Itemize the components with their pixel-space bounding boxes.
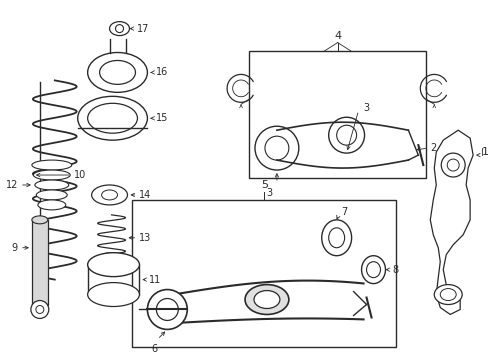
Ellipse shape (253, 291, 279, 309)
Text: 3: 3 (265, 188, 271, 198)
Ellipse shape (244, 285, 288, 315)
Ellipse shape (254, 126, 298, 170)
Text: 7: 7 (341, 207, 347, 217)
Circle shape (447, 159, 458, 171)
Text: 8: 8 (392, 265, 398, 275)
Ellipse shape (38, 200, 65, 210)
Text: 2: 2 (429, 143, 436, 153)
Ellipse shape (35, 180, 69, 190)
Circle shape (115, 24, 123, 33)
Ellipse shape (328, 117, 364, 153)
Ellipse shape (366, 262, 380, 278)
Circle shape (36, 306, 44, 314)
Ellipse shape (264, 136, 288, 160)
Ellipse shape (87, 283, 139, 306)
Text: 3: 3 (363, 103, 369, 113)
Text: 15: 15 (156, 113, 168, 123)
Circle shape (440, 153, 464, 177)
Text: 16: 16 (156, 67, 168, 77)
Ellipse shape (98, 253, 125, 267)
Ellipse shape (32, 160, 72, 170)
Text: 4: 4 (333, 31, 341, 41)
Text: 12: 12 (5, 180, 18, 190)
Circle shape (31, 301, 49, 319)
Ellipse shape (109, 22, 129, 36)
Ellipse shape (100, 60, 135, 84)
Ellipse shape (32, 216, 48, 224)
Text: 9: 9 (12, 243, 18, 253)
Ellipse shape (36, 190, 67, 200)
Text: 6: 6 (151, 345, 157, 354)
Bar (32, 220, 48, 305)
Ellipse shape (439, 289, 455, 301)
Ellipse shape (78, 96, 147, 140)
Ellipse shape (102, 190, 117, 200)
Ellipse shape (147, 289, 187, 329)
Text: 11: 11 (149, 275, 162, 285)
Ellipse shape (328, 228, 344, 248)
Ellipse shape (361, 256, 385, 284)
Ellipse shape (156, 298, 178, 320)
Bar (132, 200, 396, 347)
Ellipse shape (336, 125, 356, 145)
Ellipse shape (87, 253, 139, 276)
Text: 17: 17 (136, 24, 148, 33)
Text: 13: 13 (139, 233, 151, 243)
Bar (248, 50, 426, 178)
Ellipse shape (433, 285, 461, 305)
Ellipse shape (321, 220, 351, 256)
Ellipse shape (91, 185, 127, 205)
Text: 10: 10 (74, 170, 86, 180)
Text: 5: 5 (261, 180, 267, 190)
Ellipse shape (33, 170, 70, 180)
Ellipse shape (87, 53, 147, 93)
PathPatch shape (429, 130, 472, 315)
Text: 14: 14 (139, 190, 151, 200)
Text: 1: 1 (481, 147, 488, 157)
Ellipse shape (87, 103, 137, 133)
